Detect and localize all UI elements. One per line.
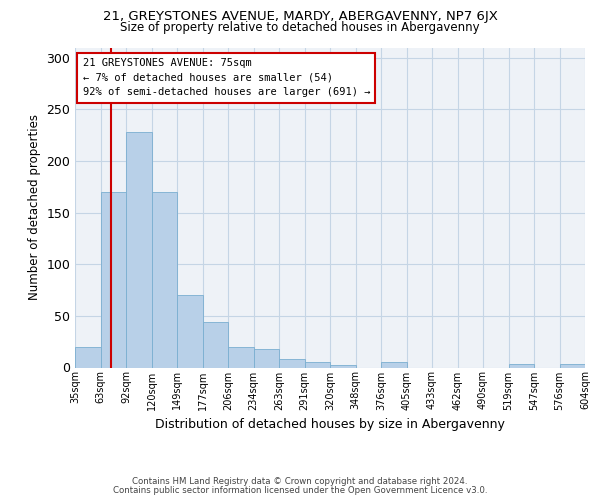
Bar	[101, 192, 126, 368]
Bar	[279, 359, 305, 368]
Bar	[305, 362, 330, 368]
Text: 21 GREYSTONES AVENUE: 75sqm
← 7% of detached houses are smaller (54)
92% of semi: 21 GREYSTONES AVENUE: 75sqm ← 7% of deta…	[83, 58, 370, 98]
Bar	[330, 366, 355, 368]
Bar	[203, 322, 228, 368]
Bar	[509, 364, 534, 368]
Bar	[228, 347, 254, 368]
Bar	[560, 364, 585, 368]
Bar	[151, 192, 177, 368]
Bar	[75, 347, 101, 368]
Bar	[126, 132, 151, 368]
Bar	[381, 362, 407, 368]
Bar	[177, 295, 203, 368]
Text: Contains public sector information licensed under the Open Government Licence v3: Contains public sector information licen…	[113, 486, 487, 495]
Bar	[254, 349, 279, 368]
Y-axis label: Number of detached properties: Number of detached properties	[28, 114, 41, 300]
Text: 21, GREYSTONES AVENUE, MARDY, ABERGAVENNY, NP7 6JX: 21, GREYSTONES AVENUE, MARDY, ABERGAVENN…	[103, 10, 497, 23]
X-axis label: Distribution of detached houses by size in Abergavenny: Distribution of detached houses by size …	[155, 418, 505, 431]
Text: Contains HM Land Registry data © Crown copyright and database right 2024.: Contains HM Land Registry data © Crown c…	[132, 477, 468, 486]
Text: Size of property relative to detached houses in Abergavenny: Size of property relative to detached ho…	[120, 22, 480, 35]
